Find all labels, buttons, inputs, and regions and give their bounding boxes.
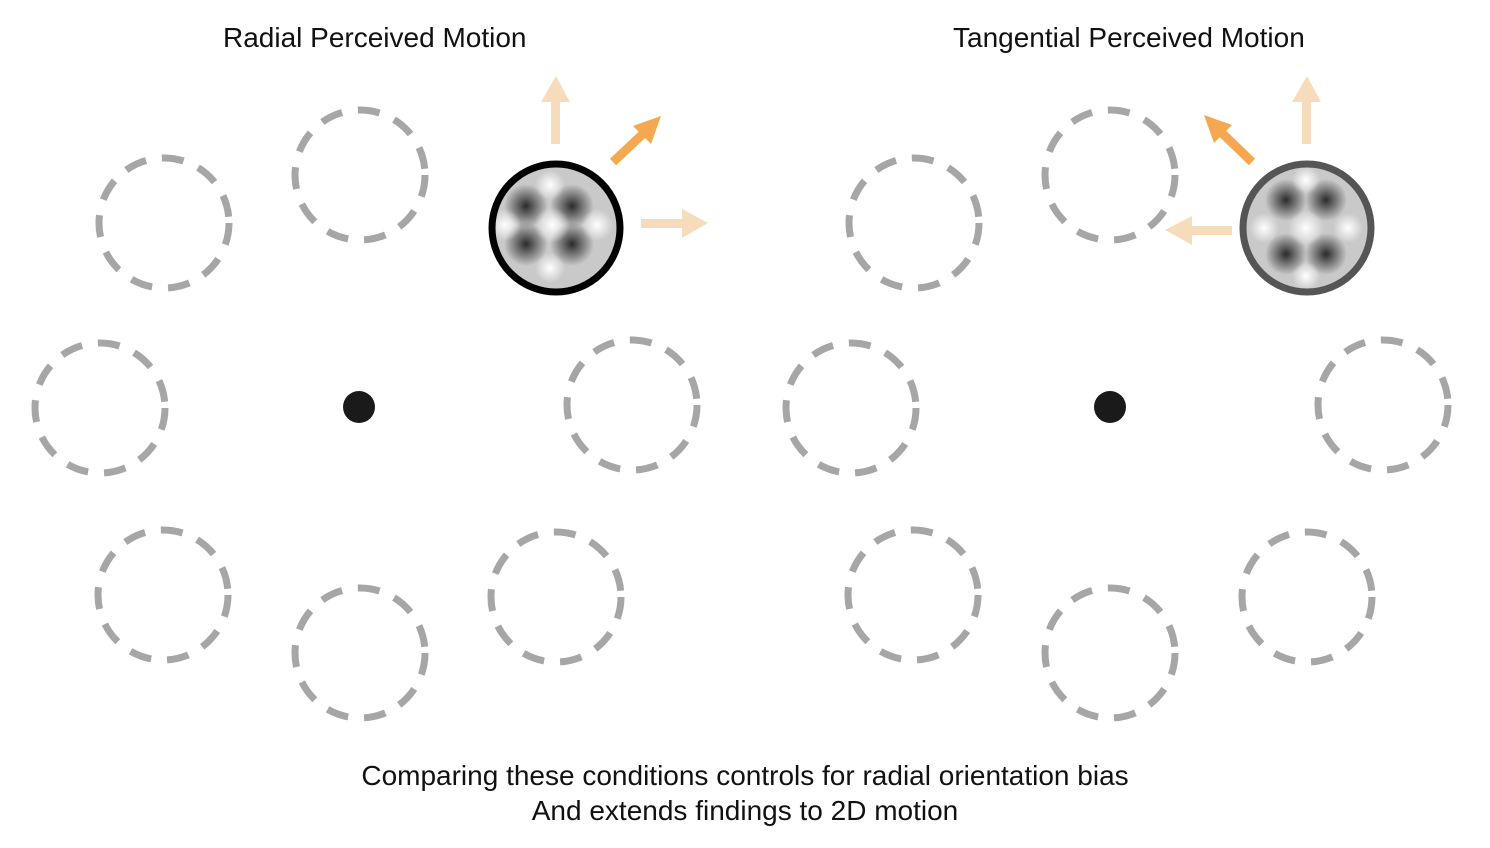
placeholder-ring: [782, 339, 920, 477]
placeholder-ring: [95, 154, 233, 292]
placeholder-ring: [1041, 106, 1179, 244]
stimulus-ring: [1239, 160, 1375, 296]
arrow-faint-right: [641, 209, 708, 238]
caption-line-2: And extends findings to 2D motion: [531, 795, 959, 826]
placeholder-ring: [563, 336, 701, 474]
tangential-panel: [782, 76, 1452, 722]
arrow-faint-up: [541, 76, 570, 144]
arrow-strong-diagonal: [1204, 115, 1256, 166]
placeholder-ring: [94, 526, 232, 664]
placeholder-ring: [31, 339, 169, 477]
radial-panel-title: Radial Perceived Motion: [223, 22, 527, 53]
fixation-dot: [1094, 391, 1126, 423]
placeholder-ring: [845, 154, 983, 292]
arrow-faint-up: [1292, 76, 1321, 144]
stimulus-ring: [488, 160, 624, 296]
fixation-dot: [343, 391, 375, 423]
placeholder-ring: [844, 526, 982, 664]
placeholder-ring: [1314, 336, 1452, 474]
arrow-strong-diagonal: [609, 116, 661, 166]
arrow-faint-left: [1165, 216, 1232, 245]
placeholder-ring: [487, 528, 625, 666]
caption-line-1: Comparing these conditions controls for …: [361, 760, 1129, 791]
placeholder-ring: [1041, 584, 1179, 722]
tangential-panel-title: Tangential Perceived Motion: [953, 22, 1305, 53]
placeholder-ring: [291, 106, 429, 244]
placeholder-ring: [291, 584, 429, 722]
placeholder-ring: [1238, 528, 1376, 666]
radial-panel: [31, 76, 708, 722]
plaid-stimulus: [1239, 160, 1375, 296]
plaid-stimulus: [488, 160, 624, 296]
